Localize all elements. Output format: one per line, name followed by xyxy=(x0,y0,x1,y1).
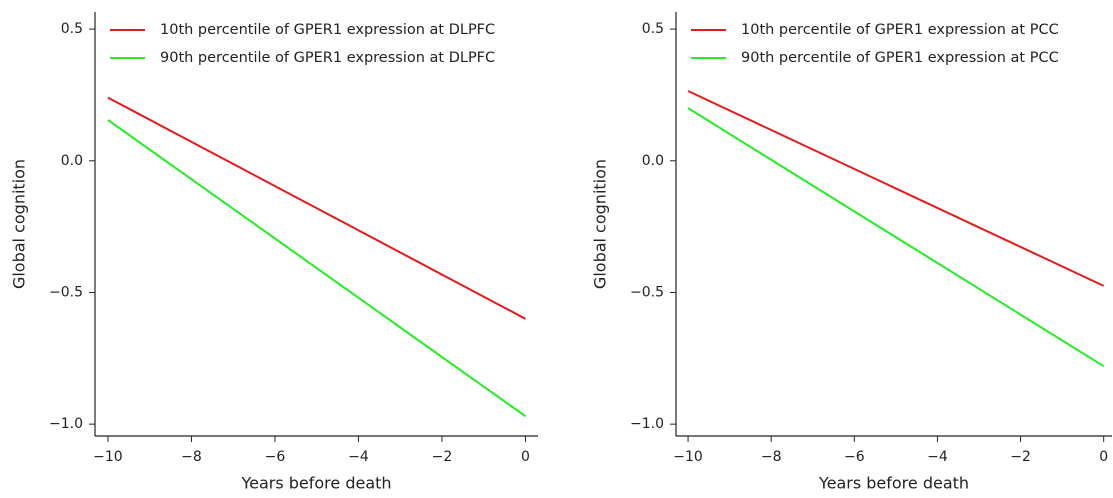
x-tick-label: −4 xyxy=(348,449,369,465)
legend-text: 10th percentile of GPER1 expression at D… xyxy=(160,22,495,38)
data-line xyxy=(107,119,527,418)
x-tick-label: −2 xyxy=(432,449,453,465)
x-tick-label: −6 xyxy=(844,449,865,465)
legend-text: 10th percentile of GPER1 expression at P… xyxy=(741,22,1059,38)
x-axis-title: Years before death xyxy=(818,474,969,493)
x-tick-label: 0 xyxy=(1099,449,1108,465)
y-tick-label: 0.0 xyxy=(61,153,83,169)
x-tick-label: −8 xyxy=(181,449,202,465)
data-line xyxy=(687,107,1105,368)
x-tick-label: −6 xyxy=(265,449,286,465)
y-axis-title: Global cognition xyxy=(591,159,610,289)
y-tick-label: 0.0 xyxy=(642,153,664,169)
x-tick-label: −8 xyxy=(761,449,782,465)
y-tick-label: 0.5 xyxy=(61,21,83,37)
y-axis-title: Global cognition xyxy=(10,159,29,289)
y-tick-label: −0.5 xyxy=(630,284,664,300)
x-tick-label: −4 xyxy=(927,449,948,465)
data-line xyxy=(687,90,1105,287)
legend-text: 90th percentile of GPER1 expression at P… xyxy=(741,50,1059,66)
x-tick-label: −2 xyxy=(1010,449,1031,465)
y-tick-label: −1.0 xyxy=(49,416,83,432)
x-axis-title: Years before death xyxy=(240,474,391,493)
y-tick-label: −0.5 xyxy=(49,284,83,300)
legend-text: 90th percentile of GPER1 expression at D… xyxy=(160,50,495,66)
x-tick-label: −10 xyxy=(673,449,703,465)
data-line xyxy=(107,96,526,320)
y-tick-label: 0.5 xyxy=(642,21,664,37)
y-tick-label: −1.0 xyxy=(630,416,664,432)
x-tick-label: 0 xyxy=(521,449,530,465)
x-tick-label: −10 xyxy=(93,449,123,465)
